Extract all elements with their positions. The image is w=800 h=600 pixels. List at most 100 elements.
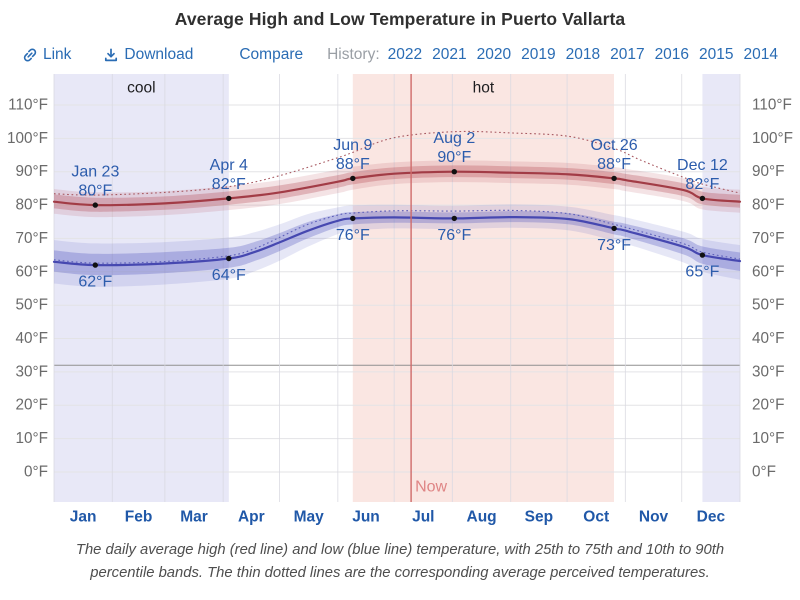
low-temperature-line (52, 215, 742, 267)
month-label-Jan: Jan (70, 509, 97, 526)
y-axis-label-left-90: 90°F (16, 163, 48, 180)
y-axis-label-left-40: 40°F (16, 330, 48, 347)
annotation-high-value: 82°F (685, 176, 719, 193)
low-data-point-dot (611, 225, 617, 232)
history-year-2018[interactable]: 2018 (565, 46, 601, 63)
y-axis-label-right-70: 70°F (752, 230, 784, 247)
month-label-Oct: Oct (583, 509, 609, 526)
annotation-high-value: 90°F (437, 149, 471, 166)
high-data-point-dot (611, 175, 617, 182)
now-label: Now (415, 479, 447, 496)
y-axis-label-right-90: 90°F (752, 163, 784, 180)
high-temperature-line (52, 170, 742, 207)
history-years: 2022 2021 2020 2019 2018 2017 2016 2015 2014 (388, 46, 778, 64)
month-label-Mar: Mar (180, 509, 208, 526)
annotation-date-Jan-23: Jan 23 (71, 164, 119, 181)
high-data-point-dot (451, 169, 457, 175)
annotation-low-value: 64°F (212, 267, 246, 284)
download-icon (105, 48, 118, 62)
low-band-10-90 (54, 204, 740, 287)
y-axis-label-right-40: 40°F (752, 330, 784, 347)
y-axis-label-right-80: 80°F (752, 197, 784, 214)
month-label-Apr: Apr (238, 509, 265, 526)
y-axis-label-left-60: 60°F (16, 263, 48, 280)
season-band-hot (352, 74, 614, 502)
annotation-date-Dec-12: Dec 12 (677, 157, 728, 174)
y-axis-label-right-50: 50°F (752, 297, 784, 314)
download-label: Download (124, 46, 194, 63)
annotation-high-value: 88°F (597, 156, 631, 173)
history-year-2017[interactable]: 2017 (610, 46, 645, 63)
month-label-Feb: Feb (125, 509, 153, 526)
high-data-point-dot (92, 202, 99, 208)
high-data-point-dot (350, 175, 356, 182)
month-label-Aug: Aug (467, 509, 497, 526)
annotation-low-value: 73°F (597, 237, 631, 254)
annotation-low-value: 65°F (685, 264, 719, 281)
y-axis-label-right-30: 30°F (752, 363, 784, 380)
y-axis-label-right-0: 0°F (752, 463, 776, 480)
y-axis-label-left-50: 50°F (16, 297, 48, 314)
season-label-hot: hot (473, 80, 495, 97)
high-data-point-dot (699, 195, 706, 202)
page-title: Average High and Low Temperature in Puer… (174, 9, 626, 29)
low-perceived-dotted-line (53, 209, 741, 264)
annotation-date-Oct-26: Oct 26 (591, 137, 638, 154)
high-band-25-75 (54, 165, 740, 212)
high-data-point-dot (226, 195, 232, 202)
high-perceived-dotted-line (53, 130, 741, 196)
month-label-Jul: Jul (412, 509, 434, 526)
month-label-May: May (294, 509, 325, 526)
annotation-date-Apr-4: Apr 4 (210, 157, 248, 174)
toolbar: Link Download Compare History: 2022 2021 2… (0, 46, 800, 64)
y-axis-label-left-80: 80°F (16, 197, 48, 214)
annotation-low-value: 76°F (437, 227, 471, 244)
y-axis-label-right-20: 20°F (752, 397, 784, 414)
season-band-cool (54, 74, 229, 502)
compare-label: Compare (239, 46, 304, 63)
low-data-point-dot (451, 215, 457, 222)
month-label-Jun: Jun (352, 509, 380, 526)
annotation-high-value: 82°F (212, 176, 246, 193)
annotation-high-value: 88°F (336, 156, 370, 173)
y-axis-label-left-10: 10°F (16, 430, 48, 447)
month-label-Dec: Dec (697, 509, 726, 526)
month-label-Nov: Nov (639, 509, 669, 526)
history-year-2021[interactable]: 2021 (432, 46, 467, 63)
annotation-low-value: 62°F (78, 274, 112, 291)
annotation-date-Aug-2: Aug 2 (433, 130, 475, 147)
month-label-Sep: Sep (525, 509, 553, 526)
low-data-point-dot (350, 215, 356, 222)
y-axis-label-right-100: 100°F (752, 130, 793, 147)
low-data-point-dot (699, 252, 706, 258)
y-axis-label-right-10: 10°F (752, 430, 784, 447)
caption-line-1: The daily average high (red line) and lo… (75, 542, 725, 558)
annotation-date-Jun-9: Jun 9 (333, 137, 372, 154)
low-data-point-dot (92, 262, 99, 268)
y-axis-label-left-30: 30°F (16, 363, 48, 380)
y-axis-label-left-20: 20°F (16, 397, 48, 414)
y-axis-label-right-60: 60°F (752, 263, 784, 280)
y-axis-label-left-0: 0°F (24, 463, 48, 480)
y-axis-label-right-110: 110°F (752, 97, 792, 114)
history-year-2020[interactable]: 2020 (476, 46, 512, 63)
history-label: History: (327, 46, 380, 63)
history-year-2014[interactable]: 2014 (743, 46, 779, 63)
compare-button[interactable]: Compare (239, 46, 303, 64)
caption-line-2: percentile bands. The thin dotted lines … (90, 565, 710, 581)
history-year-2015[interactable]: 2015 (699, 46, 734, 63)
chart-caption: The daily average high (red line) and lo… (0, 539, 800, 585)
link-button[interactable]: Link (22, 46, 71, 64)
history-year-2019[interactable]: 2019 (521, 46, 556, 63)
annotation-high-value: 80°F (78, 183, 112, 200)
link-icon (23, 48, 37, 62)
download-button[interactable]: Download (103, 46, 193, 64)
temperature-chart: cool hot 0°F 0°F 10°F 10°F 20°F 20°F 30°F 30°F 40°… (7, 74, 793, 526)
season-label-cool: cool (127, 80, 155, 97)
y-axis-label-left-110: 110°F (8, 97, 48, 114)
y-axis-label-left-70: 70°F (16, 230, 48, 247)
history-year-2022[interactable]: 2022 (387, 46, 423, 63)
history-year-2016[interactable]: 2016 (654, 46, 690, 63)
link-label: Link (42, 46, 72, 63)
season-band-cool (702, 74, 740, 502)
